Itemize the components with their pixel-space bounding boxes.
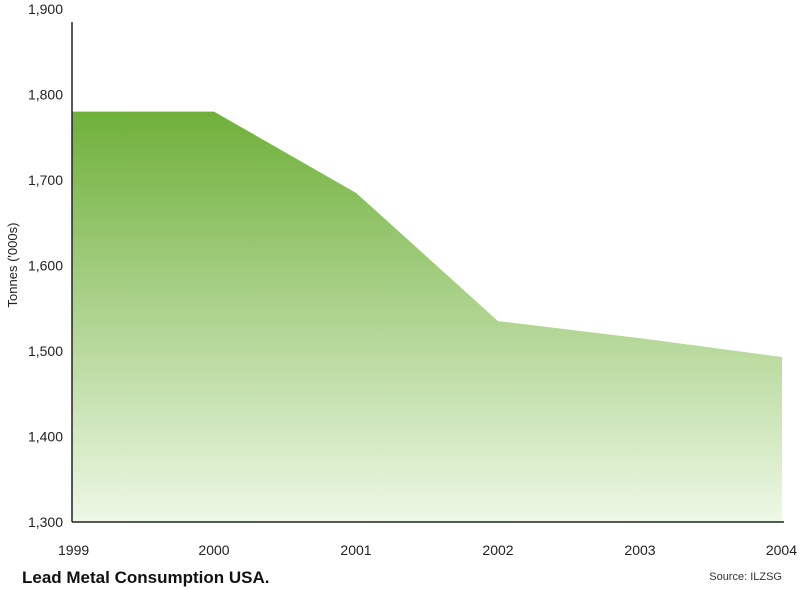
source-note: Source: ILZSG	[709, 571, 782, 583]
y-tick-label: 1,800	[28, 87, 63, 103]
area-series	[72, 111, 782, 522]
y-tick-label: 1,700	[28, 172, 63, 188]
x-tick-label: 2002	[482, 542, 513, 558]
x-tick-label: 2001	[340, 542, 371, 558]
y-tick-label: 1,400	[28, 429, 63, 445]
y-axis-title: Tonnes ('000s)	[5, 223, 20, 308]
chart-title: Lead Metal Consumption USA.	[22, 568, 270, 587]
y-tick-label: 1,900	[28, 1, 63, 17]
x-tick-label: 2000	[198, 542, 229, 558]
y-tick-label: 1,300	[28, 514, 63, 530]
x-tick-label: 2004	[766, 542, 797, 558]
y-tick-label: 1,600	[28, 258, 63, 274]
x-tick-label: 1999	[58, 542, 89, 558]
y-tick-label: 1,500	[28, 343, 63, 359]
x-tick-label: 2003	[624, 542, 655, 558]
